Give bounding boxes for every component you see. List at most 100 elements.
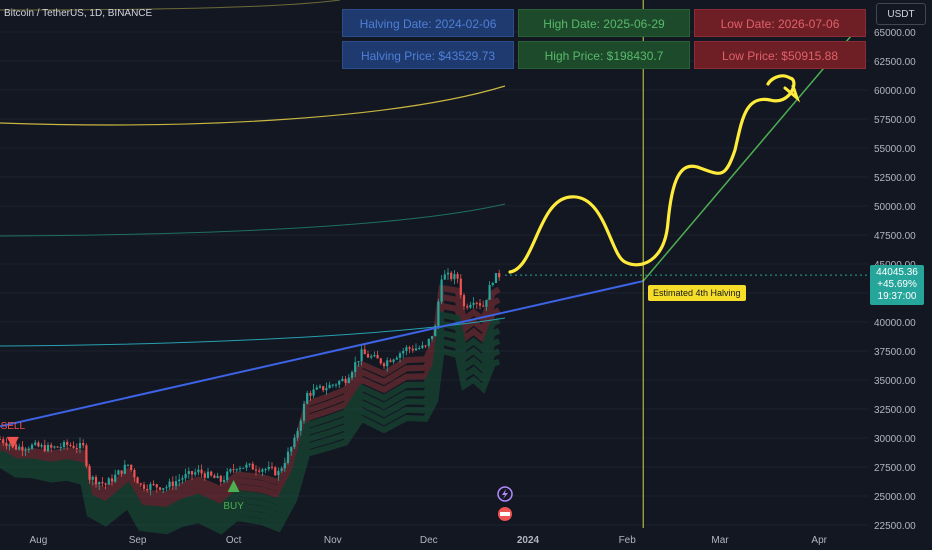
candle-body <box>437 301 440 326</box>
candle-body <box>162 488 165 490</box>
y-tick-label: 22500.00 <box>874 521 916 532</box>
candle-body <box>341 378 344 382</box>
candle-body <box>430 336 434 339</box>
y-tick-label: 62500.00 <box>874 57 916 68</box>
candle-body <box>427 338 430 346</box>
candle-body <box>24 449 27 451</box>
candle-body <box>373 354 376 357</box>
candle-body <box>69 444 72 446</box>
candle-body <box>114 474 117 482</box>
candle-body <box>325 388 328 391</box>
candle-body <box>133 469 136 478</box>
candle-body <box>200 469 203 474</box>
candle-body <box>366 354 370 358</box>
candle-body <box>318 386 322 388</box>
candle-body <box>149 484 152 490</box>
candle-body <box>210 471 213 476</box>
candle-body <box>98 482 101 485</box>
candle-body <box>347 377 350 383</box>
candle-body <box>322 386 325 391</box>
candle-body <box>414 348 418 351</box>
candle-body <box>290 447 293 452</box>
candle-body <box>261 469 264 472</box>
low-date-box: Low Date: 2026-07-06 <box>694 9 866 37</box>
candle-body <box>5 442 8 446</box>
high-date-box: High Date: 2025-06-29 <box>518 9 690 37</box>
candle-body <box>181 478 184 480</box>
candle-body <box>213 475 216 479</box>
projection-sketch <box>508 74 796 274</box>
candle-body <box>53 446 56 448</box>
ma-ribbon-line <box>0 293 501 503</box>
candle-body <box>75 448 78 450</box>
sketch-arrowhead <box>783 84 801 103</box>
candle-body <box>424 345 427 347</box>
candle-body <box>462 295 466 307</box>
buy-signal-label: BUY <box>223 501 244 512</box>
ma-ribbon-line <box>0 311 501 514</box>
candle-body <box>66 441 69 445</box>
low-price-box: Low Price: $50915.88 <box>694 41 866 69</box>
x-tick-label: Oct <box>226 535 242 546</box>
x-tick-label: Nov <box>324 535 342 546</box>
candle-body <box>2 439 5 443</box>
y-tick-label: 50000.00 <box>874 202 916 213</box>
high-price-box: High Price: $198430.7 <box>518 41 690 69</box>
candle-body <box>136 477 139 484</box>
candle-body <box>402 350 405 354</box>
candle-body <box>37 442 40 447</box>
candle-body <box>142 484 146 489</box>
candle-body <box>203 473 206 478</box>
currency-unit-button[interactable]: USDT <box>876 3 926 25</box>
candle-body <box>338 381 341 385</box>
ma-ribbon-line <box>0 346 501 535</box>
candle-body <box>283 463 286 469</box>
candle-body <box>350 371 354 378</box>
candle-body <box>40 445 43 447</box>
bar-countdown: 19:37:00 <box>877 291 917 302</box>
candle-body <box>146 488 149 490</box>
candle-body <box>219 475 222 482</box>
candle-body <box>494 273 498 283</box>
y-tick-label: 47500.00 <box>874 231 916 242</box>
candle-body <box>354 362 357 372</box>
candle-body <box>453 274 456 280</box>
candle-body <box>168 481 171 488</box>
candle-body <box>50 444 53 448</box>
y-tick-label: 32500.00 <box>874 405 916 416</box>
candle-body <box>123 464 126 474</box>
halving-price-box: Halving Price: $43529.73 <box>342 41 514 69</box>
candle-body <box>251 463 254 470</box>
candle-body <box>434 325 437 337</box>
candle-body <box>59 447 62 449</box>
y-tick-label: 65000.00 <box>874 28 916 39</box>
candle-body <box>395 357 398 360</box>
candle-body <box>130 464 133 470</box>
y-tick-label: 52500.00 <box>874 173 916 184</box>
candle-body <box>306 393 309 404</box>
candle-body <box>120 470 123 474</box>
candle-body <box>328 384 331 389</box>
candle-body <box>360 349 363 362</box>
x-tick-label: 2024 <box>517 535 540 546</box>
lower-band-line <box>0 317 506 347</box>
candle-body <box>0 439 2 441</box>
last-price-value: 44045.36 <box>876 267 918 278</box>
candle-body <box>117 470 120 475</box>
candle-body <box>155 484 158 488</box>
candle-body <box>152 484 155 486</box>
candle-body <box>43 445 46 452</box>
candle-body <box>344 378 347 383</box>
y-tick-label: 27500.00 <box>874 463 916 474</box>
candle-body <box>258 470 261 472</box>
candle-body <box>363 349 366 355</box>
candle-body <box>242 467 245 469</box>
ma-ribbon <box>0 284 501 535</box>
trendline[interactable] <box>0 280 644 428</box>
lightning-event-icon[interactable] <box>497 486 513 502</box>
candle-body <box>107 478 110 485</box>
projection-line[interactable] <box>642 31 855 282</box>
candle-body <box>296 430 299 438</box>
candle-body <box>498 273 501 278</box>
